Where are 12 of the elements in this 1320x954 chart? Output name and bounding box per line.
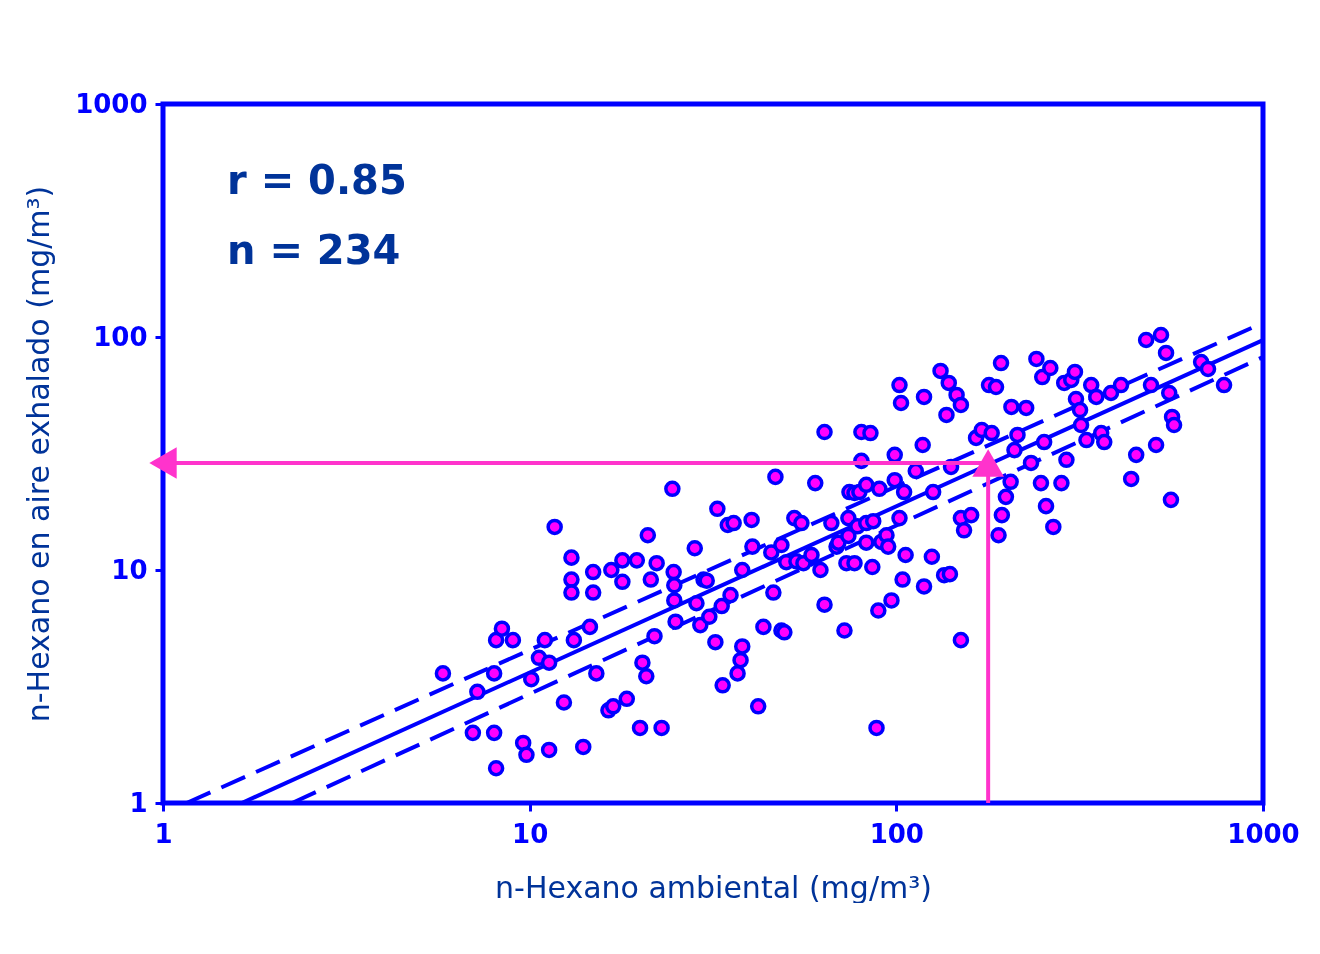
- x-tick-label: 1000: [1227, 818, 1300, 849]
- x-tick-label: 1: [154, 818, 173, 849]
- annotation: r = 0.85: [227, 157, 407, 203]
- x-tick-label: 10: [512, 818, 549, 849]
- y-tick-label: 1000: [75, 88, 148, 119]
- x-axis-title: n-Hexano ambiental (mg/m³): [495, 869, 932, 905]
- annotation: n = 234: [227, 227, 401, 273]
- y-tick-label: 100: [93, 321, 148, 352]
- x-tick-label: 100: [869, 818, 924, 849]
- y-tick-label: 10: [111, 554, 148, 585]
- y-tick-label: 1: [129, 787, 148, 818]
- y-axis-title: n-Hexano en aire exhalado (mg/m³): [21, 185, 57, 723]
